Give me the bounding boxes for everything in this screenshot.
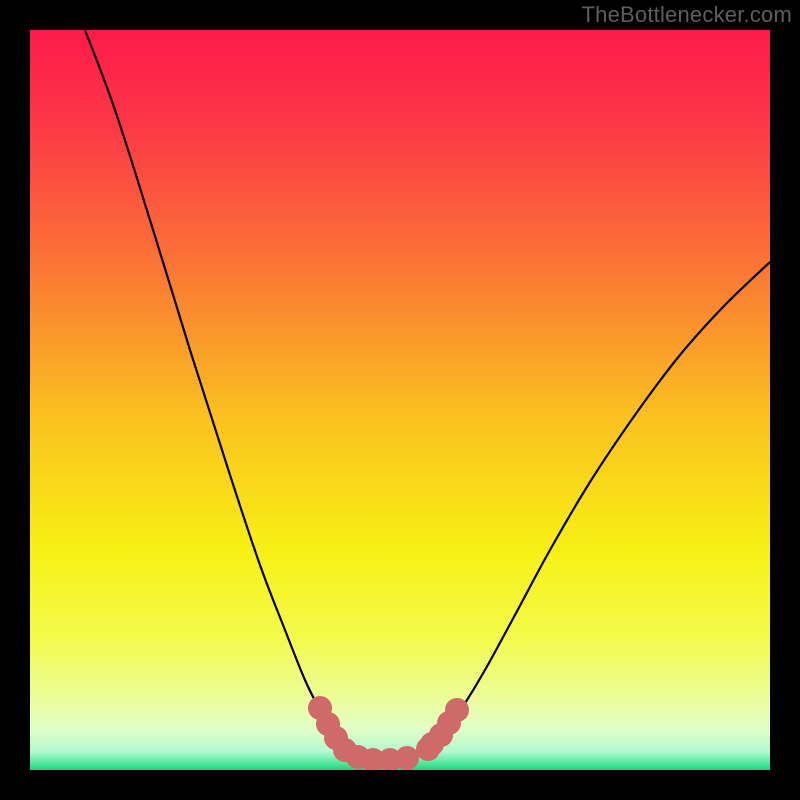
highlight-dot bbox=[445, 698, 469, 722]
watermark-text: TheBottlenecker.com bbox=[582, 2, 792, 28]
chart-svg bbox=[0, 0, 800, 800]
chart-plot-area bbox=[30, 30, 770, 770]
highlight-dot bbox=[395, 746, 419, 770]
chart-container: TheBottlenecker.com bbox=[0, 0, 800, 800]
